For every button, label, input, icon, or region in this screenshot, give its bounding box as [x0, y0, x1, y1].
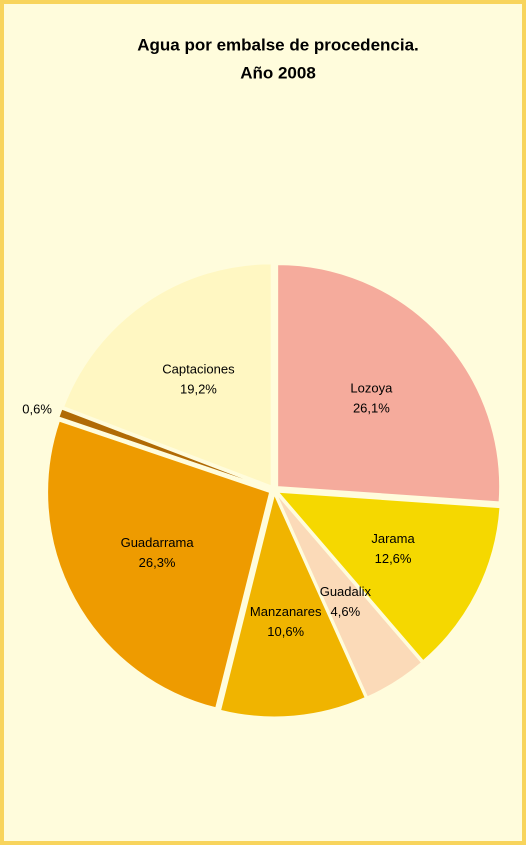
slice-label: Guadarrama [121, 535, 195, 550]
slice-label: Guadalix [320, 584, 372, 599]
slice-label: Jarama [371, 531, 415, 546]
slice-value-label: 26,3% [139, 555, 176, 570]
pie-slice [58, 408, 270, 489]
slice-value-label: 0,6% [22, 401, 52, 416]
pie-slice [47, 420, 271, 709]
chart-title: Año 2008 [240, 63, 316, 82]
slice-label: Manzanares [250, 604, 322, 619]
pie-slice [277, 264, 501, 503]
slice-value-label: 12,6% [375, 551, 412, 566]
slice-value-label: 4,6% [331, 604, 361, 619]
slice-value-label: 10,6% [267, 624, 304, 639]
slice-label: Captaciones [162, 362, 235, 377]
pie-slice [63, 263, 272, 487]
chart-title: Agua por embalse de procedencia. [137, 35, 419, 54]
pie-slice [219, 493, 366, 718]
pie-slice [277, 491, 501, 662]
slice-value-label: 19,2% [180, 382, 217, 397]
pie-slice [276, 493, 423, 698]
slice-label: Lozoya [350, 381, 393, 396]
slice-value-label: 26,1% [353, 401, 390, 416]
